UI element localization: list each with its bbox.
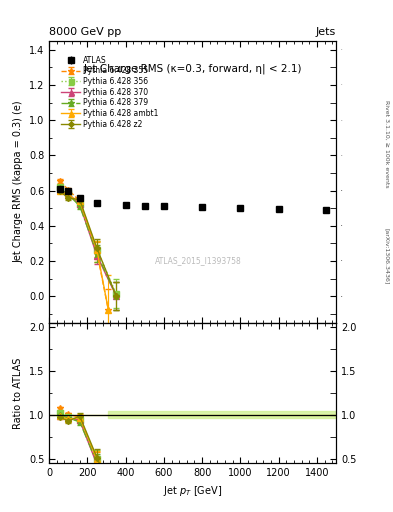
Text: [arXiv:1306.3436]: [arXiv:1306.3436]	[385, 228, 389, 284]
Text: ATLAS_2015_I1393758: ATLAS_2015_I1393758	[155, 256, 242, 265]
Text: 8000 GeV pp: 8000 GeV pp	[49, 27, 121, 37]
Text: Rivet 3.1.10, ≥ 100k events: Rivet 3.1.10, ≥ 100k events	[385, 99, 389, 187]
Text: Jets: Jets	[316, 27, 336, 37]
Text: Jet Charge RMS (κ=0.3, forward, η| < 2.1): Jet Charge RMS (κ=0.3, forward, η| < 2.1…	[83, 63, 302, 74]
X-axis label: Jet $p_T$ [GeV]: Jet $p_T$ [GeV]	[163, 484, 222, 498]
Legend: ATLAS, Pythia 6.428 355, Pythia 6.428 356, Pythia 6.428 370, Pythia 6.428 379, P: ATLAS, Pythia 6.428 355, Pythia 6.428 35…	[59, 53, 161, 131]
Y-axis label: Jet Charge RMS (kappa = 0.3) (e): Jet Charge RMS (kappa = 0.3) (e)	[13, 100, 23, 263]
Y-axis label: Ratio to ATLAS: Ratio to ATLAS	[13, 357, 23, 429]
